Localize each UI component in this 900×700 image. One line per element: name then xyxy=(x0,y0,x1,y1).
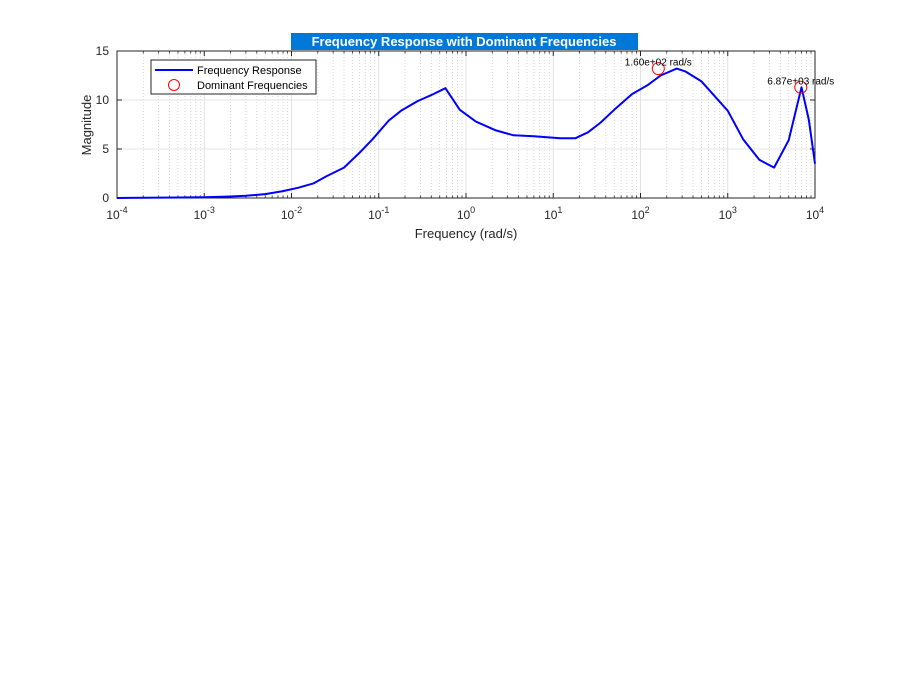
dominant-frequency-marker xyxy=(794,80,808,94)
x-tick-label: 10-1 xyxy=(368,205,389,222)
plot-series xyxy=(116,62,816,199)
title: Frequency Response with Dominant Frequen… xyxy=(291,33,638,50)
legend-circle-marker xyxy=(168,79,180,91)
x-tick-label: 100 xyxy=(457,205,475,222)
x-axis-label: Frequency (rad/s) xyxy=(415,226,518,241)
y-tick-label: 5 xyxy=(102,142,109,156)
chart-title: Frequency Response with Dominant Frequen… xyxy=(312,34,617,49)
x-tick-label: 10-2 xyxy=(281,205,302,222)
annotations: 1.60e+02 rad/s 6.87e+03 rad/s xyxy=(625,58,834,88)
axis-ticks: 10-4 10-3 10-2 10-1 100 101 102 103 104 0 5 10 15 xyxy=(96,44,825,222)
dominant-frequency-marker xyxy=(651,62,665,76)
y-tick-label: 0 xyxy=(102,191,109,205)
peak-annotation: 1.60e+02 rad/s xyxy=(625,58,692,69)
y-axis-label: Magnitude xyxy=(79,95,94,156)
y-tick-label: 15 xyxy=(96,44,110,58)
x-tick-label: 102 xyxy=(631,205,649,222)
x-tick-label: 10-4 xyxy=(106,205,127,222)
legend-label-dominant-frequencies: Dominant Frequencies xyxy=(197,80,308,92)
legend-label-frequency-response: Frequency Response xyxy=(197,65,302,77)
x-tick-label: 10-3 xyxy=(194,205,215,222)
x-tick-label: 101 xyxy=(544,205,562,222)
x-tick-label: 103 xyxy=(719,205,737,222)
y-tick-label: 10 xyxy=(96,93,110,107)
frequency-response-line xyxy=(116,67,816,199)
x-tick-label: 104 xyxy=(806,205,824,222)
title-highlight xyxy=(291,33,638,50)
legend: Frequency Response Dominant Frequencies xyxy=(150,59,317,95)
peak-annotation: 6.87e+03 rad/s xyxy=(767,76,834,87)
